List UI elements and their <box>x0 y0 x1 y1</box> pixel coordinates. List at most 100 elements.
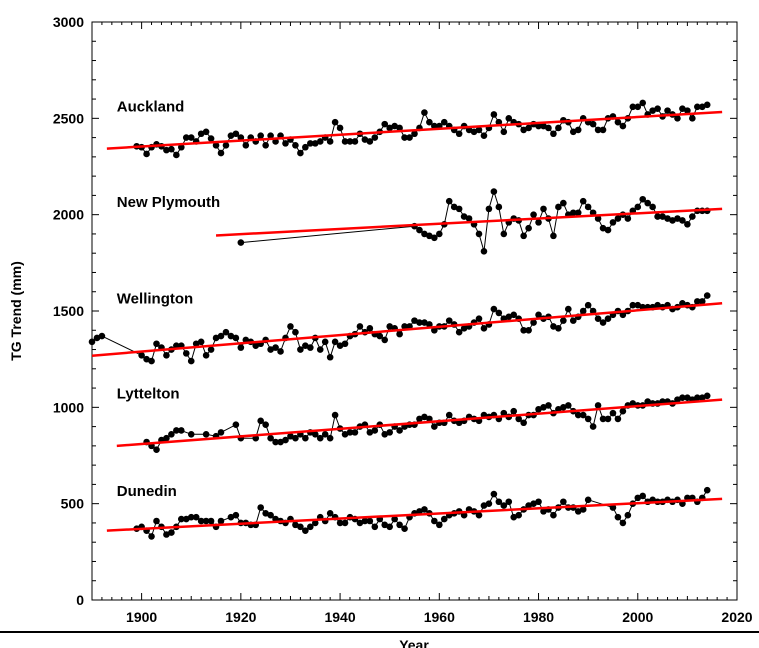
data-point-auckland <box>178 143 185 151</box>
y-tick-label: 2000 <box>53 207 84 223</box>
data-point-dunedin <box>371 523 379 531</box>
data-point-wellington <box>232 334 240 342</box>
data-point-auckland <box>674 115 681 122</box>
data-point-wellington <box>475 315 483 323</box>
data-point-dunedin <box>495 498 503 506</box>
data-point-auckland <box>574 126 582 134</box>
data-point-new-plymouth <box>614 215 622 222</box>
data-point-lyttelton <box>168 431 175 438</box>
data-point-new-plymouth <box>525 224 532 232</box>
data-point-dunedin <box>560 498 567 506</box>
data-point-auckland <box>282 140 289 147</box>
data-point-lyttelton <box>173 427 180 434</box>
series-wellington: Wellington <box>88 290 723 365</box>
data-point-auckland <box>440 118 448 126</box>
data-point-auckland <box>545 124 552 132</box>
data-point-new-plymouth <box>579 197 587 205</box>
data-point-lyttelton <box>302 434 309 442</box>
data-point-new-plymouth <box>237 239 245 246</box>
data-point-wellington <box>510 311 518 319</box>
x-tick-label: 2000 <box>622 609 653 625</box>
data-point-wellington <box>530 319 537 326</box>
data-point-auckland <box>351 138 359 145</box>
data-point-dunedin <box>703 486 711 494</box>
y-tick-label: 3000 <box>53 14 84 30</box>
data-point-wellington <box>272 344 279 351</box>
data-point-wellington <box>629 301 637 309</box>
data-point-new-plymouth <box>639 195 647 203</box>
data-point-wellington <box>604 315 612 323</box>
data-point-new-plymouth <box>659 213 666 220</box>
data-point-wellington <box>297 346 304 353</box>
data-point-lyttelton <box>574 411 582 419</box>
data-point-wellington <box>212 334 220 342</box>
data-point-wellington <box>525 326 532 334</box>
data-point-lyttelton <box>684 394 691 402</box>
data-point-lyttelton <box>396 427 403 434</box>
data-point-dunedin <box>292 521 299 529</box>
data-point-dunedin <box>634 494 642 502</box>
data-point-auckland <box>242 142 250 149</box>
data-point-dunedin <box>480 502 488 509</box>
data-point-wellington <box>619 311 627 319</box>
y-tick-label: 1000 <box>53 399 84 415</box>
data-point-dunedin <box>421 506 428 513</box>
data-point-lyttelton <box>445 411 453 419</box>
data-point-auckland <box>212 142 220 149</box>
data-point-lyttelton <box>584 415 592 423</box>
data-point-lyttelton <box>272 438 279 446</box>
data-point-wellington <box>555 325 562 332</box>
data-point-dunedin <box>302 527 309 534</box>
data-point-wellington <box>307 344 314 351</box>
data-point-auckland <box>555 124 562 132</box>
data-point-auckland <box>202 128 210 136</box>
data-point-dunedin <box>436 521 443 529</box>
data-point-lyttelton <box>386 429 393 436</box>
data-point-dunedin <box>475 511 483 519</box>
data-point-new-plymouth <box>426 232 433 240</box>
data-point-auckland <box>316 138 324 145</box>
data-point-dunedin <box>356 519 364 527</box>
data-point-auckland <box>475 126 483 134</box>
data-point-wellington <box>396 330 403 338</box>
data-point-wellington <box>182 350 190 357</box>
data-point-lyttelton <box>619 407 627 415</box>
data-point-wellington <box>197 338 205 346</box>
data-point-dunedin <box>431 517 438 525</box>
data-point-auckland <box>689 115 696 122</box>
data-point-new-plymouth <box>431 234 438 242</box>
data-point-new-plymouth <box>450 203 458 211</box>
data-point-dunedin <box>396 521 403 529</box>
y-axis-title: TG Trend (mm) <box>8 261 24 361</box>
data-point-lyttelton <box>589 423 597 430</box>
data-point-dunedin <box>639 492 647 500</box>
data-point-auckland <box>341 138 349 145</box>
data-point-dunedin <box>440 515 448 523</box>
data-point-lyttelton <box>292 434 299 442</box>
data-point-wellington <box>426 321 433 328</box>
data-point-auckland <box>361 136 369 143</box>
data-point-auckland <box>490 111 498 118</box>
data-point-lyttelton <box>371 427 379 434</box>
data-point-wellington <box>292 328 299 336</box>
data-point-lyttelton <box>321 431 329 438</box>
data-point-wellington <box>401 323 408 330</box>
data-point-auckland <box>589 120 597 128</box>
y-axis: 0 500 1000 1500 2000 2500 3000 <box>53 14 737 608</box>
data-point-wellington <box>192 340 200 348</box>
series-label-new-plymouth: New Plymouth <box>117 194 220 211</box>
data-point-wellington <box>187 357 195 365</box>
data-point-auckland <box>520 126 527 134</box>
data-point-auckland <box>267 132 274 139</box>
data-point-dunedin <box>267 511 274 519</box>
data-point-auckland <box>173 151 180 159</box>
data-point-lyttelton <box>545 402 552 409</box>
data-point-dunedin <box>505 498 513 506</box>
data-point-new-plymouth <box>684 221 691 228</box>
data-point-wellington <box>445 317 453 324</box>
data-point-wellington <box>480 325 488 332</box>
data-point-auckland <box>227 132 235 139</box>
series-label-lyttelton: Lyttelton <box>117 386 180 403</box>
data-point-auckland <box>143 150 150 158</box>
data-point-wellington <box>560 317 567 324</box>
